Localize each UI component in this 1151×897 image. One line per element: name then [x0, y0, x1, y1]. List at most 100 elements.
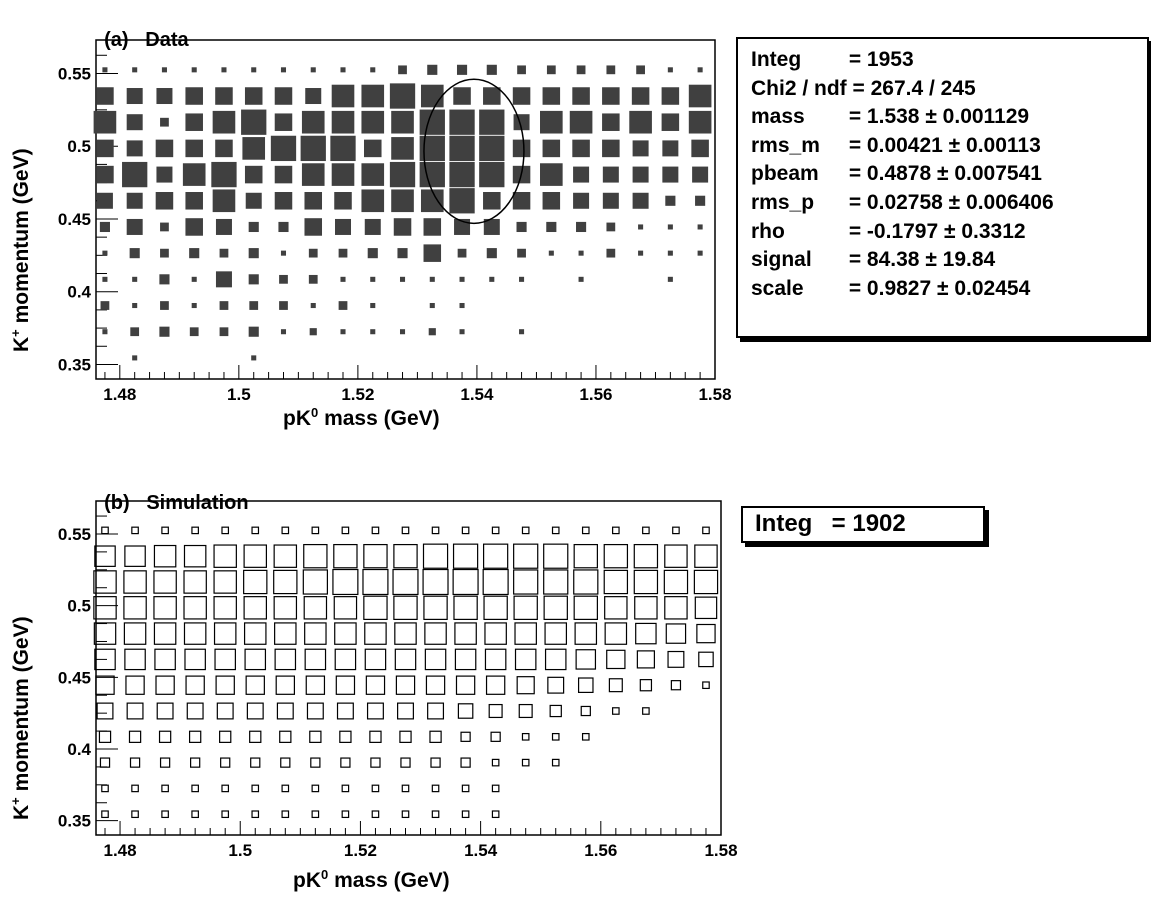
- data-box: [668, 652, 684, 668]
- x-tick-label: 1.48: [103, 841, 136, 860]
- data-box: [102, 785, 108, 791]
- data-box: [214, 545, 236, 567]
- data-box: [124, 623, 145, 644]
- data-box: [703, 682, 709, 688]
- data-box: [364, 545, 387, 568]
- data-box: [154, 571, 176, 593]
- data-box: [544, 596, 567, 619]
- data-box: [703, 527, 709, 533]
- data-box: [634, 545, 657, 568]
- data-box: [341, 758, 350, 767]
- data-box: [431, 758, 440, 767]
- data-box: [125, 546, 145, 566]
- data-box: [190, 731, 201, 742]
- data-box: [462, 811, 468, 817]
- data-box: [368, 703, 384, 719]
- data-box: [363, 570, 388, 595]
- data-box: [125, 649, 145, 669]
- data-box: [485, 623, 506, 644]
- data-box: [643, 527, 649, 533]
- data-box: [191, 758, 200, 767]
- data-box: [252, 785, 258, 791]
- x-tick-label: 1.54: [464, 841, 498, 860]
- data-box: [605, 623, 626, 644]
- data-box: [340, 731, 351, 742]
- data-box: [217, 703, 233, 719]
- data-box: [335, 623, 356, 644]
- data-box: [99, 731, 110, 742]
- data-box: [489, 705, 502, 718]
- data-box: [395, 623, 416, 644]
- data-box: [215, 623, 236, 644]
- data-box: [282, 811, 288, 817]
- data-box: [394, 545, 417, 568]
- data-box: [342, 785, 348, 791]
- data-box: [370, 731, 381, 742]
- data-box: [312, 811, 318, 817]
- data-box: [487, 676, 505, 694]
- data-box: [430, 731, 441, 742]
- data-box: [102, 811, 108, 817]
- data-box: [423, 570, 448, 595]
- data-box: [583, 527, 589, 533]
- data-box: [637, 651, 654, 668]
- data-box: [428, 703, 444, 719]
- data-box: [483, 570, 508, 595]
- data-box: [335, 649, 355, 669]
- data-box: [157, 703, 173, 719]
- data-box: [574, 545, 597, 568]
- data-box: [492, 811, 498, 817]
- data-box: [461, 732, 470, 741]
- data-box: [695, 545, 717, 567]
- data-box: [455, 649, 475, 669]
- y-tick-label: 0.55: [58, 525, 91, 544]
- data-box: [365, 623, 386, 644]
- data-box: [251, 758, 260, 767]
- data-box: [307, 703, 323, 719]
- data-box: [245, 623, 266, 644]
- panel-b-y-axis-title: K+ momentum (GeV): [8, 616, 34, 820]
- data-box: [522, 527, 528, 533]
- data-box: [492, 527, 498, 533]
- data-box: [695, 597, 716, 618]
- data-box: [222, 811, 228, 817]
- y-tick-label: 0.35: [58, 812, 91, 831]
- data-box: [214, 571, 236, 593]
- data-box: [96, 676, 114, 694]
- data-box: [154, 546, 175, 567]
- data-box: [252, 811, 258, 817]
- data-box: [371, 758, 380, 767]
- data-box: [185, 649, 205, 669]
- data-box: [453, 570, 478, 595]
- data-box: [244, 597, 266, 619]
- data-box: [665, 597, 687, 619]
- data-box: [132, 785, 138, 791]
- data-box: [184, 546, 205, 567]
- stat-name: Integ: [755, 510, 825, 539]
- data-box: [519, 705, 532, 718]
- data-box: [97, 703, 113, 719]
- data-box: [605, 597, 627, 619]
- data-box: [342, 811, 348, 817]
- data-box: [396, 676, 414, 694]
- data-box: [425, 623, 446, 644]
- data-box: [342, 527, 348, 533]
- data-box: [124, 571, 146, 593]
- data-box: [274, 545, 296, 567]
- data-box: [426, 676, 444, 694]
- data-box: [604, 570, 627, 593]
- data-box: [244, 545, 266, 567]
- data-box: [333, 570, 358, 595]
- data-box: [515, 623, 536, 644]
- data-box: [303, 570, 327, 594]
- data-box: [129, 731, 140, 742]
- data-box: [277, 703, 293, 719]
- data-box: [664, 570, 687, 593]
- data-box: [154, 623, 175, 644]
- data-box: [312, 785, 318, 791]
- x-tick-label: 1.56: [584, 841, 617, 860]
- data-box: [484, 596, 507, 619]
- data-box: [462, 527, 468, 533]
- data-box: [162, 785, 168, 791]
